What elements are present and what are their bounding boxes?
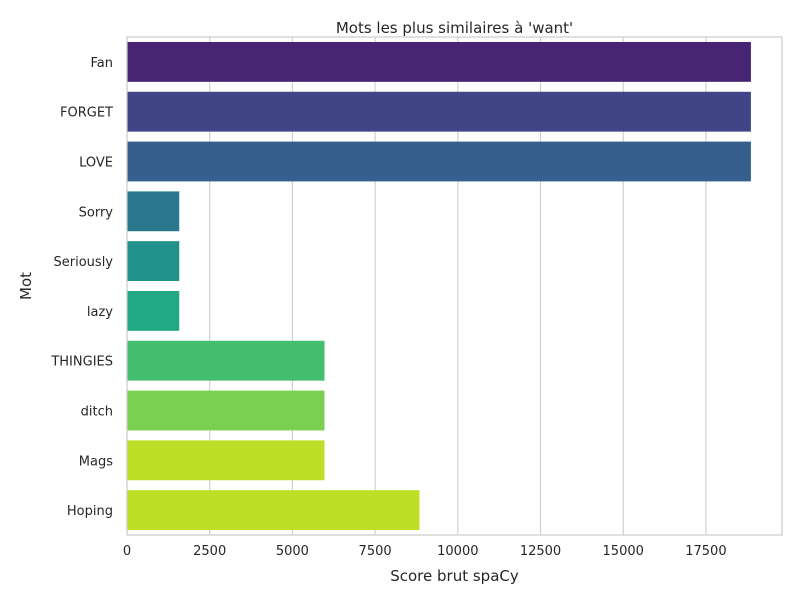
x-tick-label: 17500 — [685, 544, 726, 559]
bar-mags — [127, 440, 325, 481]
bar-love — [127, 141, 751, 182]
y-tick-labels: Fan FORGET LOVE Sorry Seriously lazy THINGIES d… — [50, 56, 113, 519]
plot-border — [126, 36, 783, 536]
bar-forget — [127, 91, 751, 132]
bar-sorry — [127, 191, 180, 232]
y-tick-label: Sorry — [79, 205, 114, 220]
bars — [127, 41, 751, 531]
y-tick-label: LOVE — [79, 156, 113, 171]
y-axis-label: Mot — [17, 272, 35, 300]
x-tick-label: 0 — [123, 544, 131, 559]
x-tick-label: 12500 — [520, 544, 561, 559]
y-tick-label: Seriously — [54, 255, 114, 270]
x-tick-label: 10000 — [437, 544, 478, 559]
x-tick-label: 15000 — [603, 544, 644, 559]
y-tick-label: lazy — [87, 305, 113, 320]
x-axis-label: Score brut spaCy — [390, 567, 519, 585]
x-tick-label: 5000 — [276, 544, 309, 559]
chart-title: Mots les plus similaires à 'want' — [336, 19, 573, 37]
bar-lazy — [127, 290, 180, 331]
bar-seriously — [127, 241, 180, 282]
bar-ditch — [127, 390, 325, 431]
plot-frame — [126, 36, 783, 536]
y-tick-label: Mags — [79, 454, 113, 469]
y-tick-label: Hoping — [67, 504, 113, 519]
bar-thingies — [127, 340, 325, 381]
bar-fan — [127, 41, 751, 82]
x-tick-labels: 0 2500 5000 7500 10000 12500 15000 17500 — [123, 544, 727, 559]
x-tick-label: 7500 — [359, 544, 392, 559]
y-tick-label: ditch — [81, 405, 113, 420]
y-tick-label: THINGIES — [50, 355, 113, 370]
y-tick-label: Fan — [91, 56, 114, 71]
x-tick-label: 2500 — [193, 544, 226, 559]
y-tick-label: FORGET — [60, 106, 113, 121]
bar-hoping — [127, 490, 420, 531]
